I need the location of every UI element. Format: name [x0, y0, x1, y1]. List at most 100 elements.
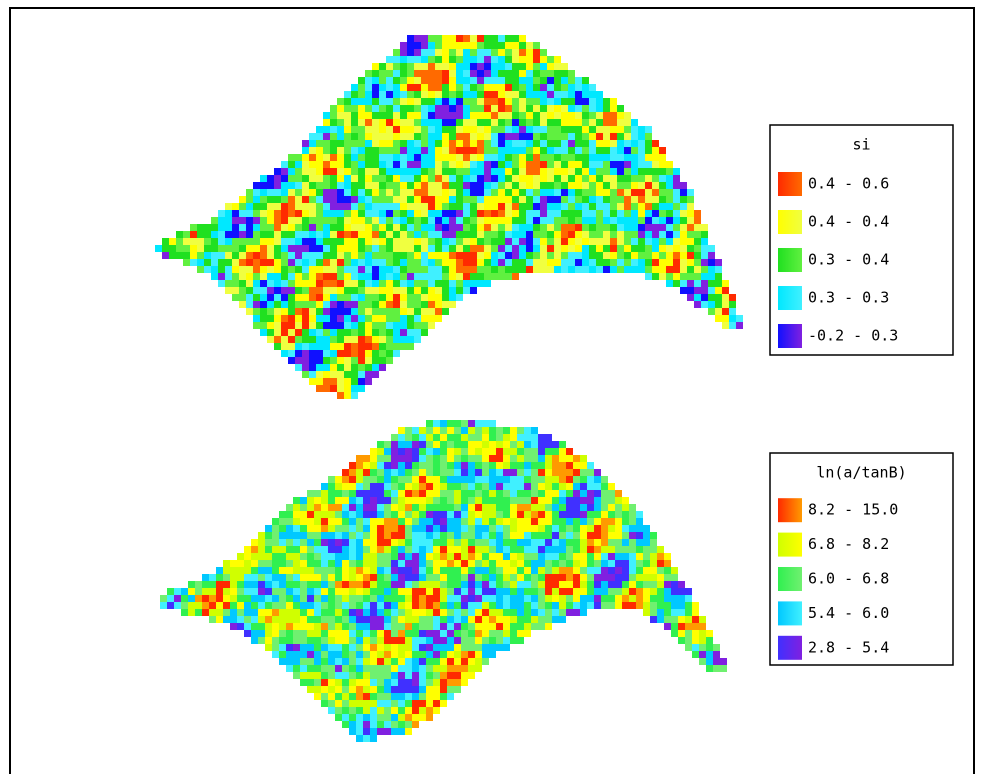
raster-cell	[337, 287, 344, 294]
raster-cell	[706, 637, 713, 644]
raster-cell	[372, 294, 379, 301]
raster-cell	[412, 518, 419, 525]
raster-cell	[589, 217, 596, 224]
raster-cell	[659, 224, 666, 231]
raster-cell	[566, 462, 573, 469]
raster-cell	[400, 168, 407, 175]
raster-cell	[678, 623, 685, 630]
raster-cell	[342, 658, 349, 665]
raster-cell	[363, 728, 370, 735]
raster-cell	[512, 98, 519, 105]
raster-cell	[323, 112, 330, 119]
raster-cell	[603, 154, 610, 161]
raster-cell	[433, 427, 440, 434]
raster-cell	[349, 518, 356, 525]
raster-cell	[554, 175, 561, 182]
raster-cell	[330, 147, 337, 154]
raster-cell	[426, 623, 433, 630]
raster-cell	[407, 147, 414, 154]
raster-cell	[580, 497, 587, 504]
raster-cell	[316, 280, 323, 287]
raster-cell	[449, 91, 456, 98]
raster-cell	[281, 189, 288, 196]
raster-cell	[561, 119, 568, 126]
raster-cell	[580, 595, 587, 602]
raster-cell	[652, 252, 659, 259]
raster-cell	[323, 245, 330, 252]
raster-cell	[300, 602, 307, 609]
raster-cell	[477, 210, 484, 217]
raster-cell	[302, 280, 309, 287]
raster-cell	[391, 707, 398, 714]
raster-cell	[307, 553, 314, 560]
raster-cell	[426, 532, 433, 539]
raster-cell	[370, 637, 377, 644]
raster-cell	[246, 231, 253, 238]
raster-cell	[351, 252, 358, 259]
raster-cell	[475, 448, 482, 455]
raster-cell	[559, 483, 566, 490]
raster-cell	[489, 567, 496, 574]
raster-cell	[447, 693, 454, 700]
raster-cell	[596, 266, 603, 273]
raster-cell	[321, 511, 328, 518]
raster-cell	[482, 455, 489, 462]
raster-cell	[652, 175, 659, 182]
raster-cell	[519, 49, 526, 56]
raster-cell	[575, 189, 582, 196]
raster-cell	[701, 252, 708, 259]
raster-cell	[456, 203, 463, 210]
raster-cell	[482, 469, 489, 476]
raster-cell	[342, 504, 349, 511]
raster-cell	[463, 210, 470, 217]
raster-cell	[610, 126, 617, 133]
raster-cell	[447, 602, 454, 609]
raster-cell	[351, 294, 358, 301]
raster-cell	[246, 266, 253, 273]
raster-cell	[447, 441, 454, 448]
raster-cell	[412, 651, 419, 658]
raster-cell	[540, 56, 547, 63]
raster-cell	[729, 301, 736, 308]
raster-cell	[573, 497, 580, 504]
raster-cell	[440, 504, 447, 511]
raster-cell	[426, 567, 433, 574]
raster-cell	[351, 126, 358, 133]
raster-cell	[372, 119, 379, 126]
raster-cell	[384, 567, 391, 574]
raster-cell	[503, 644, 510, 651]
raster-cell	[405, 665, 412, 672]
raster-cell	[316, 343, 323, 350]
raster-cell	[449, 42, 456, 49]
raster-cell	[449, 266, 456, 273]
raster-cell	[300, 560, 307, 567]
raster-cell	[314, 623, 321, 630]
raster-cell	[552, 511, 559, 518]
legend-swatch	[778, 636, 802, 660]
raster-cell	[484, 245, 491, 252]
raster-cell	[295, 266, 302, 273]
raster-cell	[412, 497, 419, 504]
raster-cell	[505, 112, 512, 119]
raster-cell	[475, 595, 482, 602]
raster-cell	[496, 532, 503, 539]
raster-cell	[209, 581, 216, 588]
raster-cell	[638, 203, 645, 210]
raster-cell	[349, 504, 356, 511]
raster-cell	[356, 728, 363, 735]
raster-cell	[603, 112, 610, 119]
raster-cell	[330, 252, 337, 259]
raster-cell	[694, 231, 701, 238]
raster-cell	[594, 588, 601, 595]
raster-cell	[349, 532, 356, 539]
raster-cell	[673, 182, 680, 189]
raster-cell	[475, 616, 482, 623]
raster-cell	[603, 238, 610, 245]
raster-cell	[239, 301, 246, 308]
raster-cell	[370, 651, 377, 658]
raster-cell	[351, 175, 358, 182]
raster-cell	[652, 196, 659, 203]
raster-cell	[512, 42, 519, 49]
raster-cell	[538, 504, 545, 511]
raster-cell	[377, 588, 384, 595]
